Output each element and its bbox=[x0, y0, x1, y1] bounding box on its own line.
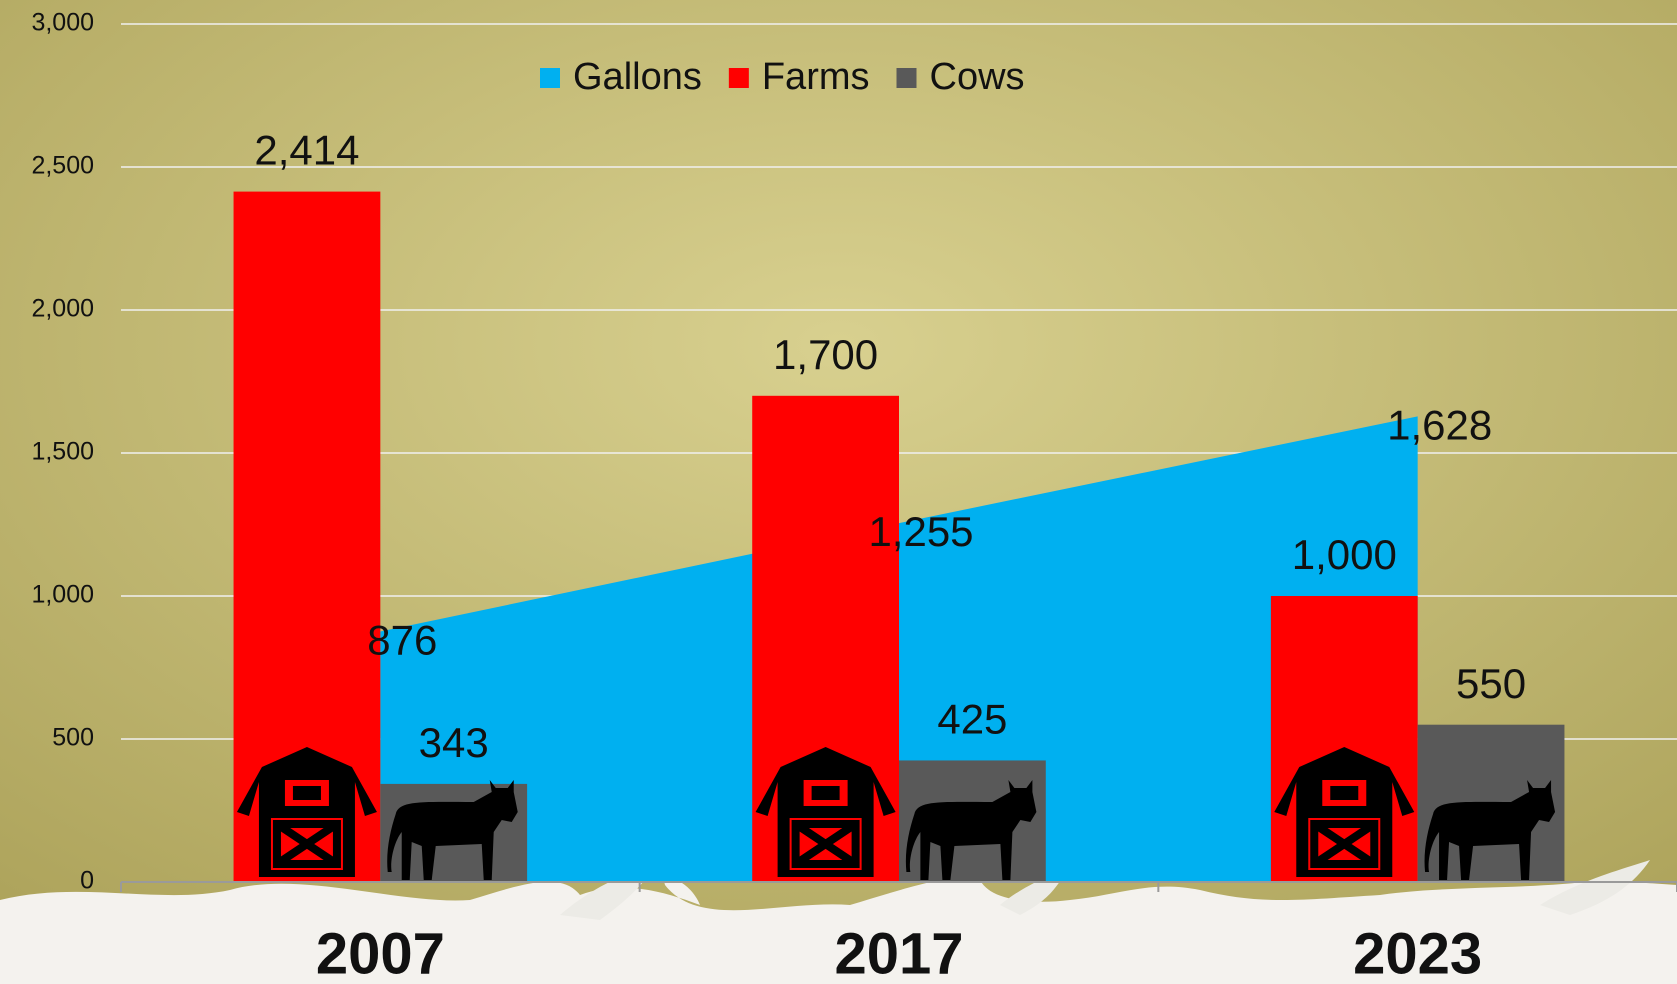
x-tick-label: 2007 bbox=[316, 921, 445, 984]
legend-swatch bbox=[540, 68, 560, 88]
y-tick-label: 2,000 bbox=[31, 295, 94, 323]
data-label: 1,255 bbox=[868, 508, 973, 555]
barn-window-inner bbox=[293, 786, 321, 800]
legend-label: Farms bbox=[762, 56, 870, 98]
data-label: 425 bbox=[937, 696, 1007, 743]
x-tick-label: 2023 bbox=[1353, 921, 1482, 984]
chart: 0 500 1,000 1,500 2,000 2,500 3,000 2,414 1,700 1… bbox=[0, 0, 1677, 984]
y-tick-label: 2,500 bbox=[31, 152, 94, 180]
data-label: 876 bbox=[367, 617, 437, 664]
legend-swatch bbox=[729, 68, 749, 88]
data-label: 550 bbox=[1456, 660, 1526, 707]
data-label: 1,000 bbox=[1292, 531, 1397, 578]
data-label: 2,414 bbox=[254, 127, 359, 174]
data-label: 343 bbox=[419, 719, 489, 766]
data-label: 1,628 bbox=[1387, 401, 1492, 448]
legend-label: Gallons bbox=[573, 56, 702, 98]
x-tick-label: 2017 bbox=[834, 921, 963, 984]
barn-window-inner bbox=[1330, 786, 1358, 800]
y-tick-label: 1,500 bbox=[31, 438, 94, 466]
legend-swatch bbox=[897, 68, 917, 88]
y-tick-label: 3,000 bbox=[31, 9, 94, 37]
y-tick-label: 1,000 bbox=[31, 581, 94, 609]
y-tick-label: 500 bbox=[52, 724, 94, 752]
legend-label: Cows bbox=[930, 56, 1025, 98]
page: 0 500 1,000 1,500 2,000 2,500 3,000 2,414 1,700 1… bbox=[0, 0, 1677, 984]
barn-window-inner bbox=[812, 786, 840, 800]
data-label: 1,700 bbox=[773, 331, 878, 378]
y-tick-label: 0 bbox=[80, 867, 94, 895]
